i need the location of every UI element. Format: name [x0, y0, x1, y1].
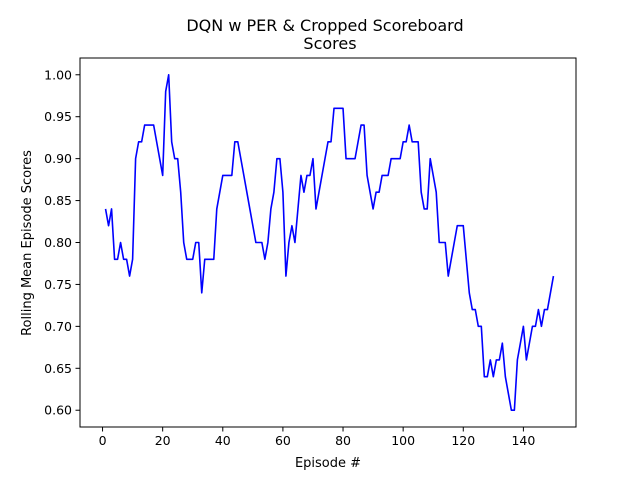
- chart-title: DQN w PER & Cropped Scoreboard: [186, 16, 463, 35]
- x-axis-label: Episode #: [295, 456, 361, 471]
- x-tick-label: 120: [451, 433, 475, 448]
- axes-frame: [79, 57, 577, 428]
- chart-subtitle: Scores: [303, 34, 356, 53]
- y-axis-label: Rolling Mean Episode Scores: [20, 150, 35, 336]
- x-tick-label: 80: [335, 433, 351, 448]
- y-tick-label: 0.60: [44, 403, 72, 418]
- series-line-0: [104, 73, 555, 412]
- y-tick-label: 1.00: [44, 67, 72, 82]
- y-tick-label: 0.65: [44, 361, 72, 376]
- y-tick-label: 0.90: [44, 151, 72, 166]
- x-tick-label: 0: [99, 433, 107, 448]
- x-axis: 0 20 40 60 80 100 120 140: [99, 427, 535, 448]
- x-tick-label: 40: [215, 433, 231, 448]
- y-tick-label: 0.75: [44, 277, 72, 292]
- plot-area: [104, 73, 555, 412]
- x-tick-label: 140: [511, 433, 535, 448]
- x-tick-label: 100: [391, 433, 415, 448]
- x-tick-label: 60: [275, 433, 291, 448]
- y-tick-label: 0.70: [44, 319, 72, 334]
- y-axis: 0.60 0.65 0.70 0.75 0.80 0.85 0.90 0.95 1.00: [44, 67, 80, 418]
- y-tick-label: 0.95: [44, 109, 72, 124]
- y-tick-label: 0.80: [44, 235, 72, 250]
- y-tick-label: 0.85: [44, 193, 72, 208]
- x-tick-label: 20: [155, 433, 171, 448]
